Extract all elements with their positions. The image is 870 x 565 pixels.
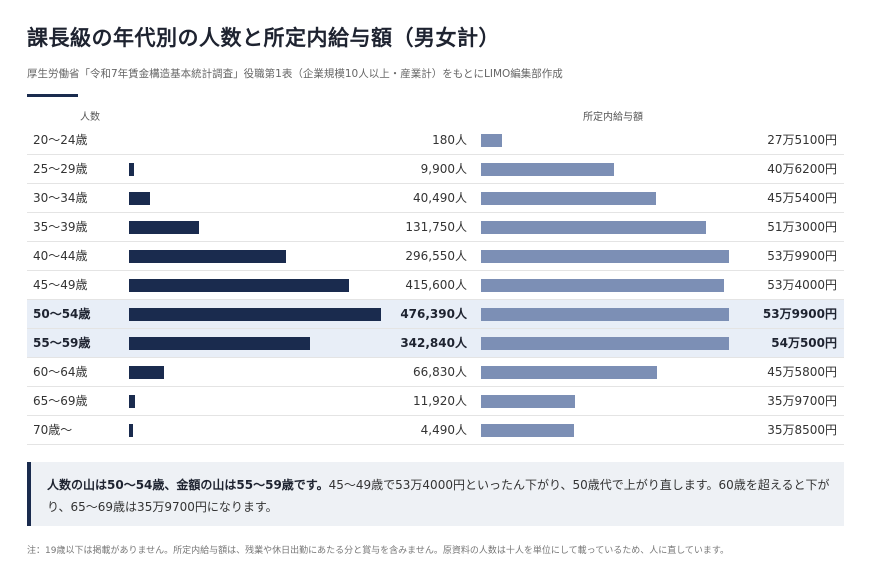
count-value: 296,550人: [405, 249, 467, 263]
summary-note-bold: 人数の山は50～54歳、金額の山は55～59歳です。: [47, 478, 329, 492]
table-row: 30～34歳 40,490人 45万5400円: [27, 184, 844, 213]
salary-value: 53万4000円: [767, 278, 837, 292]
footnote: 注：19歳以下は掲載がありません。所定内給与額は、残業や休日出勤にあたる分と賞与…: [27, 546, 730, 556]
count-bar: [129, 163, 134, 176]
count-bar: [129, 308, 381, 321]
salary-bar: [481, 395, 575, 408]
count-bar: [129, 250, 286, 263]
table-row: 25～29歳 9,900人 40万6200円: [27, 155, 844, 184]
page-title: 課長級の年代別の人数と所定内給与額（男女計）: [27, 26, 500, 50]
count-value: 415,600人: [405, 278, 467, 292]
table-row: 20～24歳 180人 27万5100円: [27, 126, 844, 155]
age-label: 30～34歳: [33, 191, 88, 205]
count-bar: [129, 337, 310, 350]
table-row: 40～44歳 296,550人 53万9900円: [27, 242, 844, 271]
salary-column-header: 所定内給与額: [583, 112, 643, 123]
table-row: 65～69歳 11,920人 35万9700円: [27, 387, 844, 416]
count-value: 342,840人: [400, 336, 467, 350]
count-bar: [129, 221, 199, 234]
age-label: 25～29歳: [33, 162, 88, 176]
chart-rows: 20～24歳 180人 27万5100円 25～29歳 9,900人 40万6200円 30…: [27, 126, 844, 445]
summary-note: 人数の山は50～54歳、金額の山は55～59歳です。45～49歳で53万4000…: [27, 462, 844, 526]
table-row: 70歳～ 4,490人 35万8500円: [27, 416, 844, 445]
salary-bar: [481, 134, 502, 147]
salary-value: 35万9700円: [767, 394, 837, 408]
age-label: 40～44歳: [33, 249, 88, 263]
salary-bar: [481, 192, 656, 205]
table-row: 45～49歳 415,600人 53万4000円: [27, 271, 844, 300]
count-value: 131,750人: [405, 220, 467, 234]
count-value: 40,490人: [413, 191, 467, 205]
count-value: 66,830人: [413, 365, 467, 379]
salary-value: 45万5400円: [767, 191, 837, 205]
salary-value: 45万5800円: [767, 365, 837, 379]
salary-bar: [481, 366, 657, 379]
salary-bar: [481, 337, 729, 350]
table-row: 50～54歳 476,390人 53万9900円: [27, 300, 844, 329]
salary-bar: [481, 308, 729, 321]
salary-value: 53万9900円: [767, 249, 837, 263]
salary-value: 40万6200円: [767, 162, 837, 176]
salary-value: 35万8500円: [767, 423, 837, 437]
count-value: 11,920人: [413, 394, 467, 408]
count-bar: [129, 424, 133, 437]
count-value: 476,390人: [400, 307, 467, 321]
age-label: 35～39歳: [33, 220, 88, 234]
age-label: 20～24歳: [33, 133, 88, 147]
age-label: 50～54歳: [33, 307, 91, 321]
salary-bar: [481, 163, 614, 176]
source-subtitle: 厚生労働省「令和7年賃金構造基本統計調査」役職第1表（企業規模10人以上・産業計…: [27, 68, 563, 80]
count-value: 180人: [432, 133, 467, 147]
count-column-header: 人数: [80, 112, 100, 123]
salary-bar: [481, 250, 729, 263]
salary-bar: [481, 221, 706, 234]
age-label: 65～69歳: [33, 394, 88, 408]
table-row: 55～59歳 342,840人 54万500円: [27, 329, 844, 358]
table-row: 35～39歳 131,750人 51万3000円: [27, 213, 844, 242]
count-value: 9,900人: [420, 162, 467, 176]
count-bar: [129, 192, 150, 205]
table-row: 60～64歳 66,830人 45万5800円: [27, 358, 844, 387]
age-label: 55～59歳: [33, 336, 91, 350]
count-bar: [129, 366, 164, 379]
salary-value: 54万500円: [771, 336, 837, 350]
age-label: 70歳～: [33, 423, 73, 437]
count-value: 4,490人: [420, 423, 467, 437]
summary-note-text: 45～49歳で53万4000円といったん下がり、50歳代で上がり直します。60歳…: [47, 478, 830, 514]
salary-value: 27万5100円: [767, 133, 837, 147]
count-bar: [129, 279, 349, 292]
age-label: 60～64歳: [33, 365, 88, 379]
count-bar: [129, 395, 135, 408]
salary-value: 53万9900円: [762, 307, 837, 321]
age-label: 45～49歳: [33, 278, 88, 292]
salary-bar: [481, 279, 724, 292]
accent-line: [27, 94, 78, 97]
salary-value: 51万3000円: [767, 220, 837, 234]
salary-bar: [481, 424, 574, 437]
